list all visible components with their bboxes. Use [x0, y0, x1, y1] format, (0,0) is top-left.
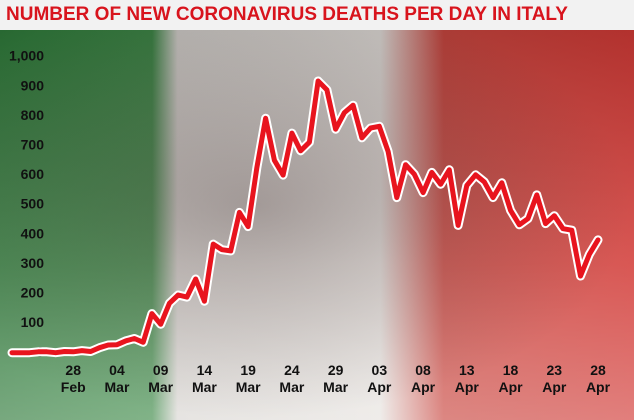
- x-tick-label: 04 Mar: [104, 362, 130, 395]
- y-tick-label: 400: [21, 225, 45, 241]
- chart-title: NUMBER OF NEW CORONAVIRUS DEATHS PER DAY…: [6, 4, 568, 25]
- x-tick-label: 29 Mar: [323, 362, 349, 395]
- y-tick-label: 100: [21, 314, 45, 330]
- x-tick-label: 18 Apr: [498, 362, 523, 395]
- x-tick-label: 28 Feb: [60, 362, 86, 395]
- x-tick-label: 13 Apr: [454, 362, 479, 395]
- y-tick-label: 800: [21, 107, 45, 123]
- line-outline: [7, 76, 603, 358]
- line: [9, 78, 601, 356]
- x-tick-label: 14 Mar: [191, 362, 217, 395]
- x-tick-label: 19 Mar: [235, 362, 261, 395]
- x-tick-label: 09 Mar: [148, 362, 174, 395]
- y-tick-label: 200: [21, 285, 45, 301]
- y-tick-label: 300: [21, 255, 45, 271]
- x-tick-label: 08 Apr: [411, 362, 436, 395]
- y-tick-label: 700: [21, 137, 45, 153]
- y-tick-label: 500: [21, 196, 45, 212]
- x-tick-label: 24 Mar: [279, 362, 305, 395]
- x-tick-label: 23 Apr: [542, 362, 567, 395]
- x-tick-label: 03 Apr: [367, 362, 392, 395]
- y-tick-label: 1,000: [9, 48, 44, 64]
- y-tick-label: 600: [21, 166, 45, 182]
- x-tick-label: 28 Apr: [585, 362, 611, 395]
- y-tick-label: 900: [21, 77, 45, 93]
